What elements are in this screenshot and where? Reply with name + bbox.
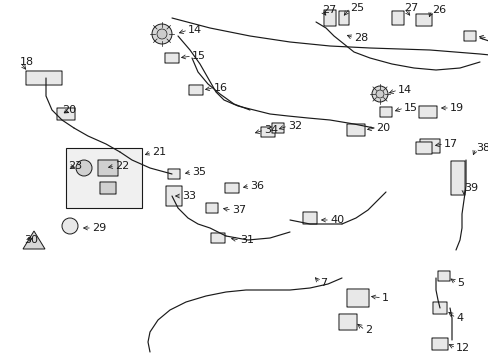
Text: 5: 5 xyxy=(456,278,463,288)
Text: 28: 28 xyxy=(353,33,367,43)
Text: 15: 15 xyxy=(192,51,205,61)
FancyBboxPatch shape xyxy=(415,14,431,26)
Circle shape xyxy=(152,24,172,44)
FancyBboxPatch shape xyxy=(324,10,335,26)
FancyBboxPatch shape xyxy=(57,108,75,120)
Text: 20: 20 xyxy=(375,123,389,133)
FancyBboxPatch shape xyxy=(165,186,182,206)
FancyBboxPatch shape xyxy=(437,271,449,281)
FancyBboxPatch shape xyxy=(126,151,138,161)
FancyBboxPatch shape xyxy=(271,123,284,133)
Text: 27: 27 xyxy=(321,5,336,15)
FancyBboxPatch shape xyxy=(463,31,475,41)
Text: 37: 37 xyxy=(231,205,245,215)
Text: 16: 16 xyxy=(214,83,227,93)
Text: 31: 31 xyxy=(240,235,253,245)
FancyBboxPatch shape xyxy=(164,53,179,63)
Text: 19: 19 xyxy=(449,103,463,113)
FancyBboxPatch shape xyxy=(338,314,356,330)
FancyBboxPatch shape xyxy=(418,106,436,118)
Circle shape xyxy=(157,29,167,39)
Text: 32: 32 xyxy=(287,121,302,131)
FancyBboxPatch shape xyxy=(432,302,446,314)
FancyBboxPatch shape xyxy=(419,139,439,153)
FancyBboxPatch shape xyxy=(338,11,348,25)
FancyBboxPatch shape xyxy=(379,107,391,117)
Text: 17: 17 xyxy=(443,139,457,149)
FancyBboxPatch shape xyxy=(168,169,180,179)
Text: 14: 14 xyxy=(187,25,202,35)
FancyBboxPatch shape xyxy=(346,124,364,136)
FancyBboxPatch shape xyxy=(210,233,224,243)
Text: 29: 29 xyxy=(92,223,106,233)
FancyBboxPatch shape xyxy=(261,127,274,137)
Circle shape xyxy=(62,218,78,234)
Text: 40: 40 xyxy=(329,215,344,225)
FancyBboxPatch shape xyxy=(98,160,118,176)
FancyBboxPatch shape xyxy=(188,85,203,95)
Text: 28: 28 xyxy=(487,33,488,43)
FancyBboxPatch shape xyxy=(100,182,116,194)
Text: 15: 15 xyxy=(403,103,417,113)
Text: 21: 21 xyxy=(152,147,166,157)
Text: 27: 27 xyxy=(403,3,417,13)
Text: 25: 25 xyxy=(349,3,364,13)
Text: 38: 38 xyxy=(475,143,488,153)
Text: 2: 2 xyxy=(364,325,371,335)
FancyBboxPatch shape xyxy=(224,183,239,193)
FancyBboxPatch shape xyxy=(84,160,104,176)
Circle shape xyxy=(76,160,92,176)
FancyBboxPatch shape xyxy=(346,289,368,307)
FancyBboxPatch shape xyxy=(391,11,403,25)
Text: 18: 18 xyxy=(20,57,34,67)
FancyBboxPatch shape xyxy=(431,338,447,350)
Text: 23: 23 xyxy=(68,161,82,171)
FancyBboxPatch shape xyxy=(415,142,431,154)
Text: 20: 20 xyxy=(62,105,76,115)
Text: 34: 34 xyxy=(264,125,278,135)
Text: 7: 7 xyxy=(319,278,326,288)
FancyBboxPatch shape xyxy=(303,212,316,224)
Text: 35: 35 xyxy=(192,167,205,177)
Text: 36: 36 xyxy=(249,181,264,191)
Polygon shape xyxy=(23,231,45,249)
FancyBboxPatch shape xyxy=(205,203,218,213)
Text: 26: 26 xyxy=(431,5,445,15)
FancyBboxPatch shape xyxy=(26,71,62,85)
Text: 14: 14 xyxy=(397,85,411,95)
Bar xyxy=(66,148,142,208)
Text: 4: 4 xyxy=(455,313,462,323)
Circle shape xyxy=(371,86,387,102)
Text: 22: 22 xyxy=(115,161,129,171)
Text: 30: 30 xyxy=(24,235,38,245)
Text: 33: 33 xyxy=(182,191,196,201)
Text: 39: 39 xyxy=(463,183,477,193)
Circle shape xyxy=(375,90,383,98)
Text: 1: 1 xyxy=(381,293,388,303)
FancyBboxPatch shape xyxy=(450,161,464,195)
Text: 12: 12 xyxy=(455,343,469,353)
